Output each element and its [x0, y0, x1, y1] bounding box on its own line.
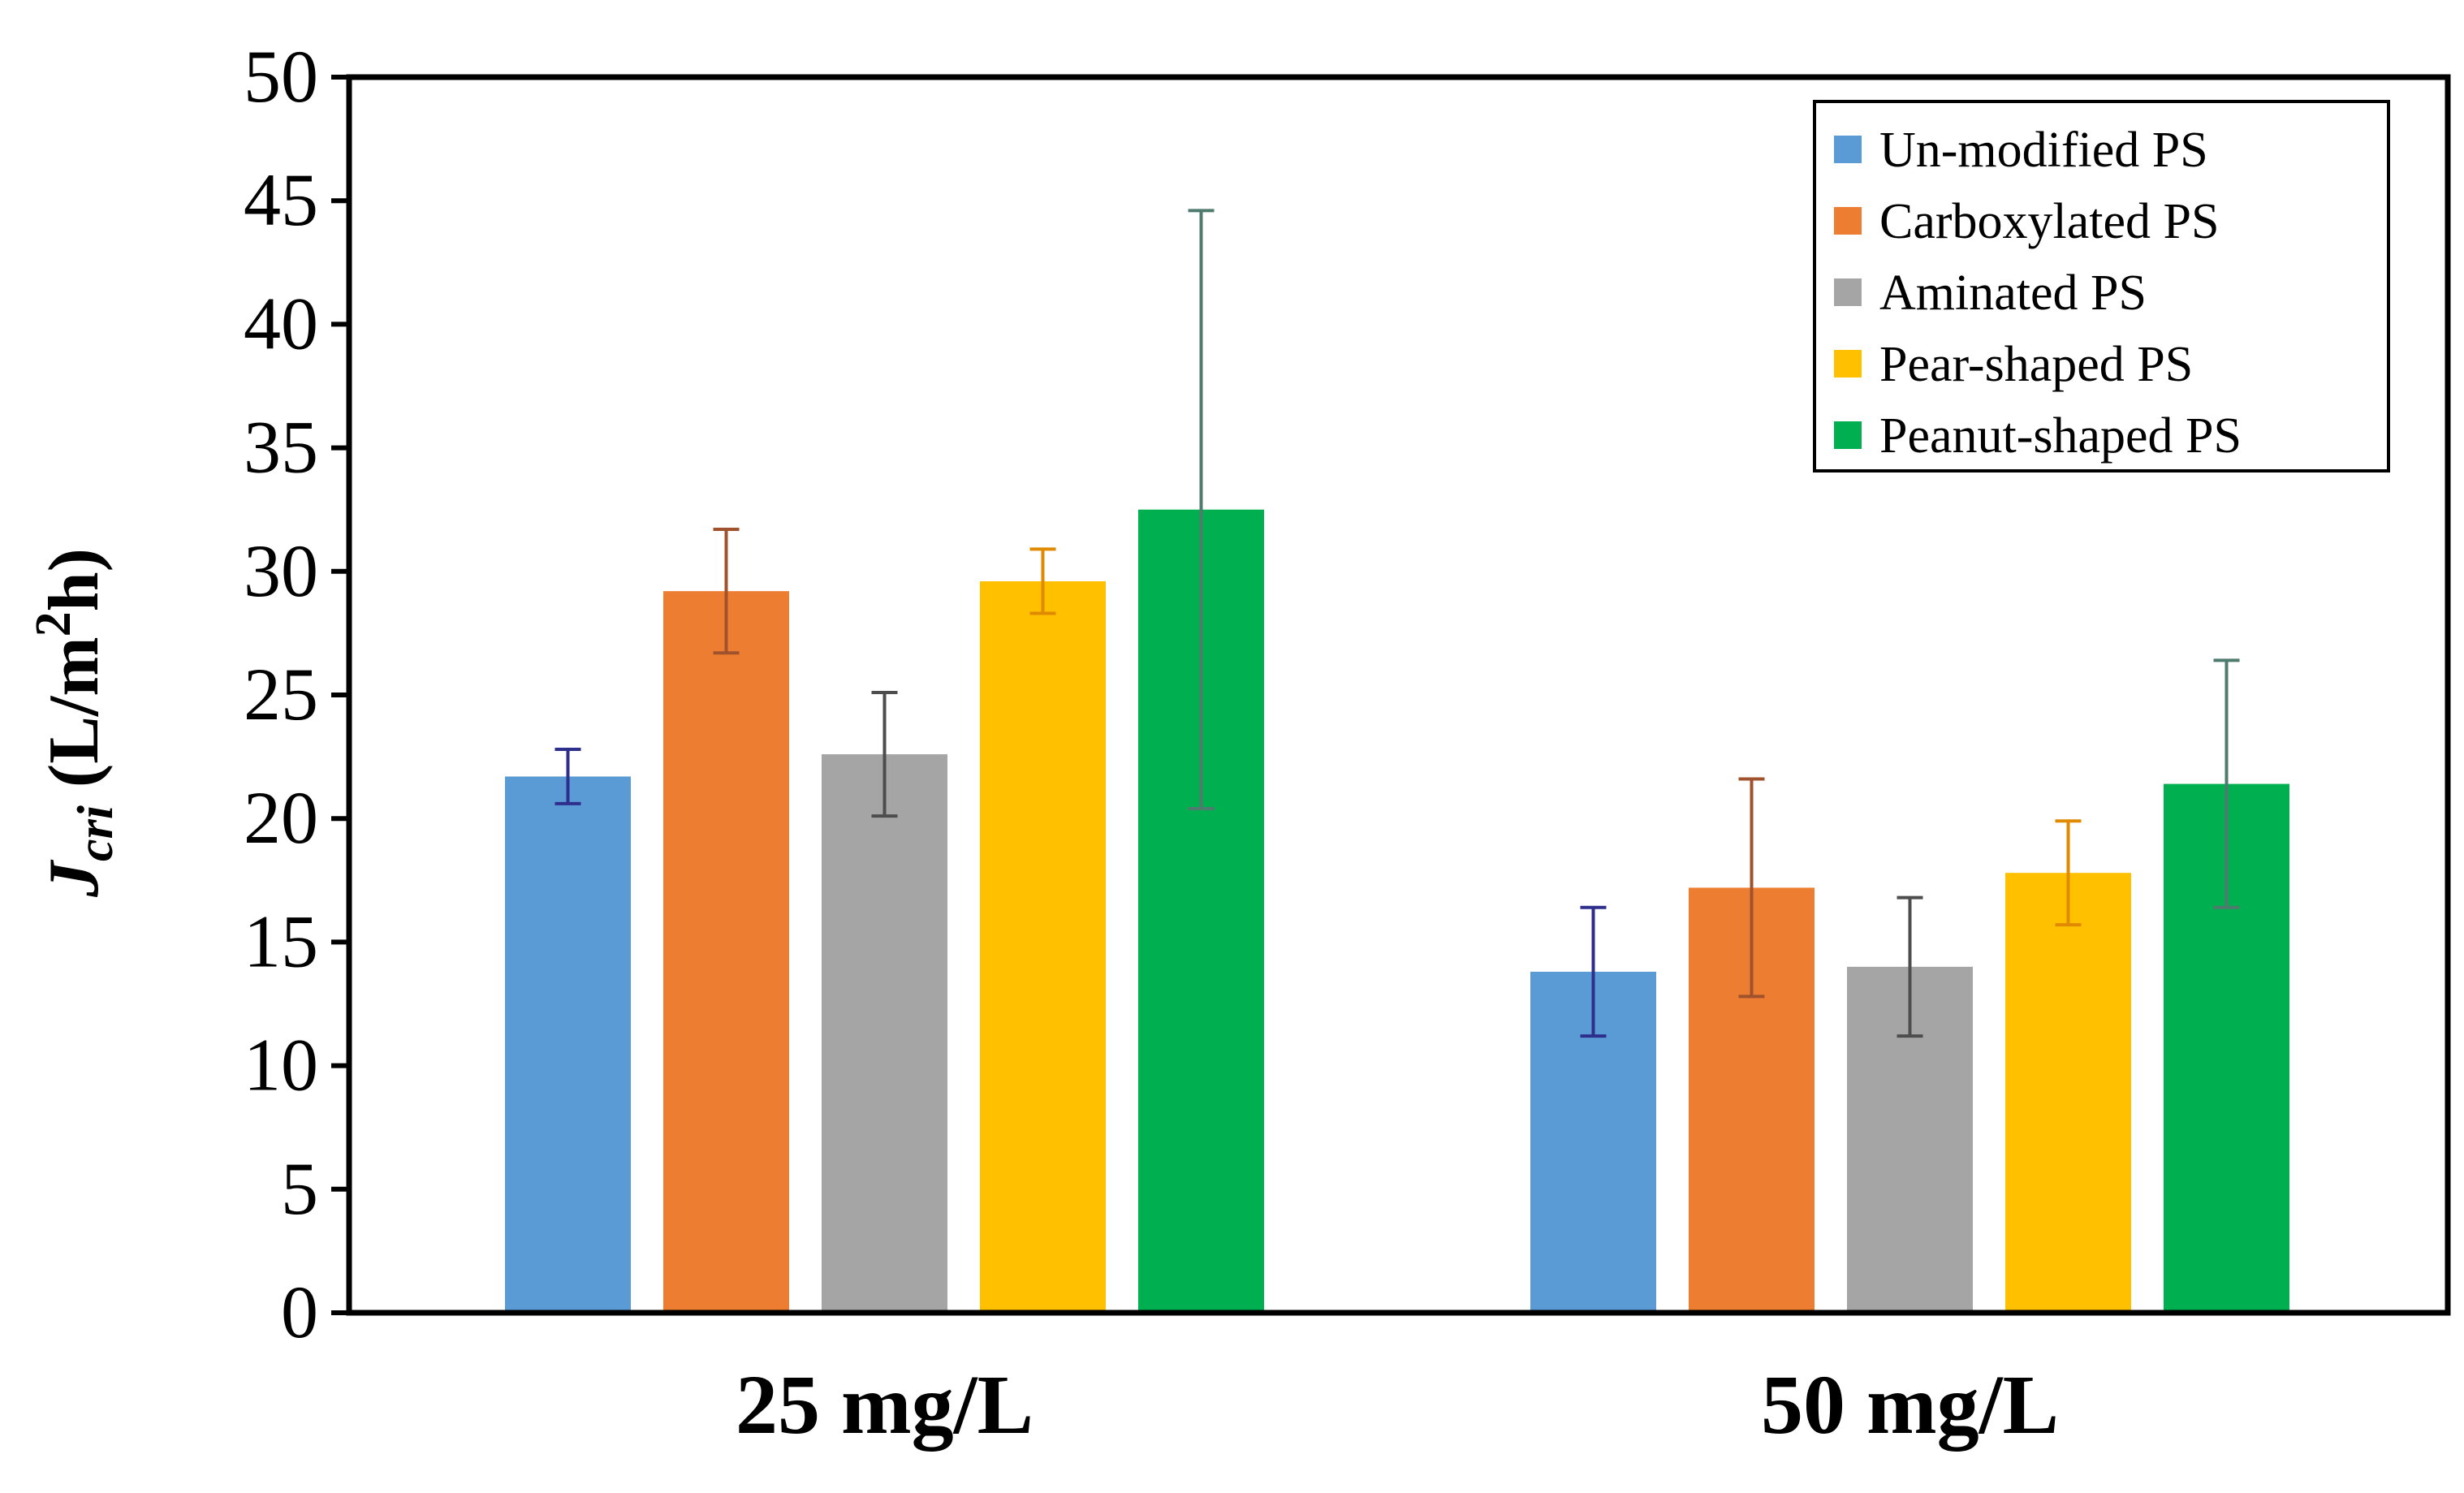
y-tick-label: 25 — [244, 653, 318, 736]
legend-entry-label: Carboxylated PS — [1879, 194, 2219, 249]
legend-box — [1813, 100, 2390, 472]
y-tick-label: 10 — [244, 1024, 318, 1107]
x-category-label: 50 mg/L — [1761, 1358, 2059, 1452]
error-bar-carboxylated-ps-0 — [713, 528, 740, 655]
y-axis-label: Jcri (L/m2h) — [26, 548, 123, 898]
error-bar-pear-shaped-ps-1 — [2055, 819, 2082, 927]
y-tick-label: 40 — [244, 282, 318, 365]
y-tick-label: 35 — [244, 406, 318, 489]
y-axis-label-symbol: J — [35, 859, 114, 898]
y-axis-label-units-suffix: h) — [35, 548, 114, 611]
y-tick-label: 30 — [244, 529, 318, 612]
y-tick-label: 15 — [244, 900, 318, 982]
y-tick-label: 5 — [281, 1147, 318, 1230]
y-axis-label-units: (L/m — [35, 636, 114, 805]
y-tick-label: 0 — [281, 1271, 318, 1353]
legend-entry-label: Peanut-shaped PS — [1879, 408, 2242, 464]
x-category-label: 25 mg/L — [736, 1358, 1033, 1452]
legend-swatch — [1834, 136, 1862, 163]
bar-carboxylated-ps-0 — [663, 591, 789, 1313]
legend-swatch — [1834, 278, 1862, 306]
bar-un-modified-ps-0 — [505, 776, 631, 1313]
y-tick-label: 50 — [244, 35, 318, 118]
y-tick-label: 45 — [244, 158, 318, 241]
legend-swatch — [1834, 421, 1862, 449]
error-bar-peanut-shaped-ps-0 — [1188, 209, 1215, 811]
legend-swatch — [1834, 350, 1862, 378]
error-bar-un-modified-ps-1 — [1580, 905, 1607, 1038]
error-bar-aminated-ps-1 — [1897, 895, 1923, 1038]
bar-pear-shaped-ps-1 — [2005, 873, 2131, 1313]
error-bar-un-modified-ps-0 — [555, 747, 581, 805]
legend-swatch — [1834, 207, 1862, 235]
bar-aminated-ps-0 — [822, 754, 947, 1313]
legend-entry-label: Pear-shaped PS — [1879, 337, 2193, 392]
bar-pear-shaped-ps-0 — [980, 580, 1106, 1313]
error-bar-peanut-shaped-ps-1 — [2213, 658, 2240, 909]
y-axis-label-units-superscript: 2 — [26, 611, 81, 636]
y-axis-label-subscript: cri — [68, 805, 123, 861]
legend-entry-label: Aminated PS — [1879, 265, 2147, 321]
error-bar-carboxylated-ps-1 — [1738, 777, 1765, 999]
legend-entry-label: Un-modified PS — [1879, 123, 2208, 178]
error-bar-aminated-ps-0 — [871, 690, 898, 818]
y-tick-label: 20 — [244, 776, 318, 859]
error-bar-pear-shaped-ps-0 — [1029, 547, 1056, 615]
